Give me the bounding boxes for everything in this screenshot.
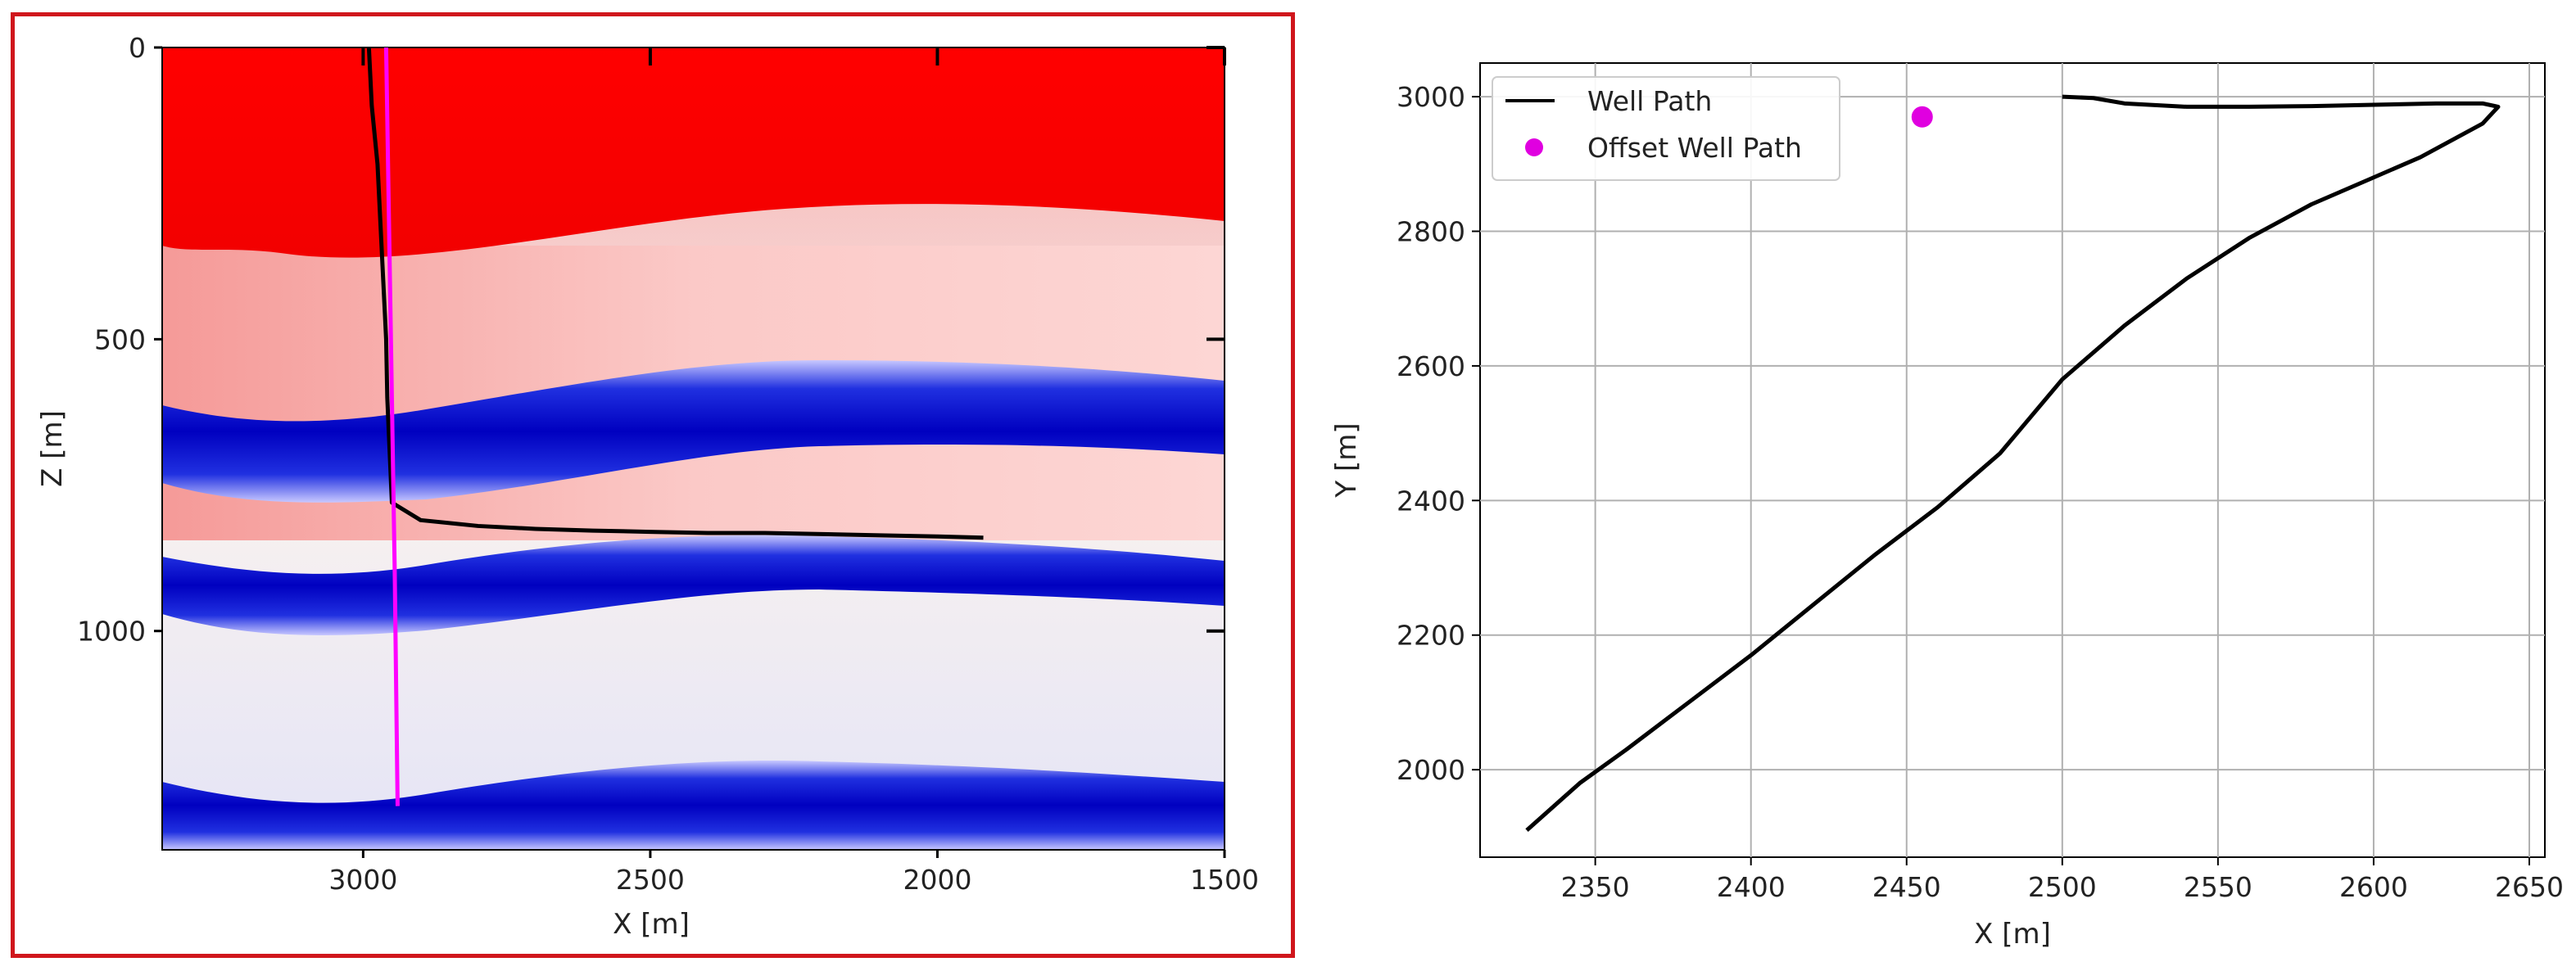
legend: Well Path Offset Well Path — [1492, 76, 1840, 181]
right-x-tick-label: 2500 — [2028, 871, 2097, 903]
right-x-axis-label: X [m] — [1974, 918, 2051, 951]
left-x-tick-label: 2500 — [616, 864, 685, 896]
left-x-axis-label: X [m] — [613, 908, 690, 941]
offset-well-point — [1911, 106, 1933, 128]
right-x-tick-label: 2600 — [2339, 871, 2408, 903]
left-x-tick-label: 3000 — [328, 864, 397, 896]
right-y-tick-label: 2800 — [1397, 216, 1465, 248]
offset-well-line — [383, 47, 400, 806]
left-x-tick-label: 1500 — [1190, 864, 1259, 896]
left-y-tick-label: 0 — [129, 32, 146, 64]
legend-box — [1492, 76, 1840, 181]
right-y-tick-label: 2600 — [1397, 350, 1465, 382]
right-y-tick-label: 3000 — [1397, 81, 1465, 113]
left-y-tick-label: 500 — [94, 323, 146, 355]
right-y-axis-label: Y [m] — [1330, 422, 1363, 498]
right-x-tick-label: 2650 — [2495, 871, 2564, 903]
legend-swatch-offset-well — [1525, 138, 1543, 156]
left-well-paths — [366, 47, 984, 806]
right-x-tick-label: 2450 — [1872, 871, 1941, 903]
seismic-amplitude-image — [162, 47, 1225, 850]
left-axis-ticks: 3000 2500 2000 1500 0 500 1000 — [77, 32, 1259, 896]
left-plot-frame — [161, 47, 1225, 851]
legend-label-well-path: Well Path — [1587, 85, 1712, 117]
well-path-series — [1525, 94, 2501, 832]
right-y-tick-label: 2200 — [1397, 620, 1465, 652]
left-panel-frame — [11, 12, 1295, 958]
right-y-tick-label: 2400 — [1397, 485, 1465, 517]
right-axis-ticks: 2350 2400 2450 2500 2550 2600 2650 2000 2200 2400… — [1397, 81, 2564, 903]
well-path-line — [366, 47, 984, 540]
right-x-tick-label: 2350 — [1561, 871, 1630, 903]
right-series — [1525, 94, 2501, 832]
right-y-tick-label: 2000 — [1397, 754, 1465, 786]
left-x-tick-label: 2000 — [903, 864, 971, 896]
right-grid — [1480, 63, 2545, 857]
legend-label-offset-well: Offset Well Path — [1587, 132, 1802, 164]
right-x-tick-label: 2550 — [2184, 871, 2252, 903]
left-y-tick-label: 1000 — [77, 616, 146, 648]
right-x-tick-label: 2400 — [1717, 871, 1786, 903]
left-y-axis-label: Z [m] — [36, 410, 69, 487]
